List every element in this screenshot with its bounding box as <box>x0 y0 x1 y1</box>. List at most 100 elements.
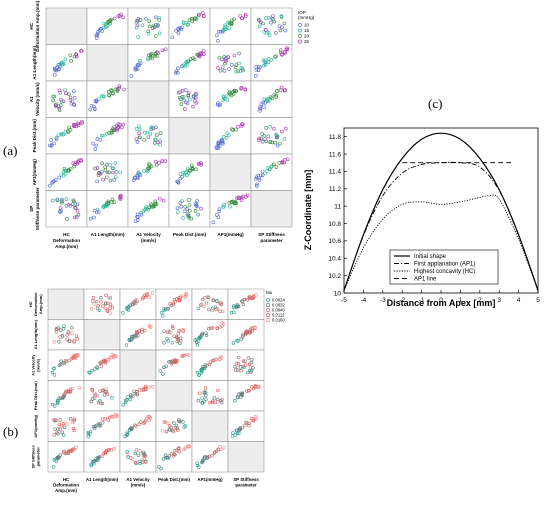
row-label-group: Peak Dist.(mm) <box>32 119 37 153</box>
data-point <box>204 333 209 337</box>
data-point <box>185 212 190 217</box>
data-point <box>139 212 144 217</box>
data-point <box>118 195 123 200</box>
data-point <box>72 417 77 421</box>
data-point <box>61 61 66 66</box>
data-point <box>222 446 226 450</box>
data-point <box>93 166 97 171</box>
data-point <box>171 454 176 458</box>
data-point <box>104 175 109 180</box>
data-point <box>51 98 55 103</box>
legend-entry: 0.0112 <box>272 313 285 318</box>
data-point <box>180 25 184 30</box>
data-point <box>275 143 280 148</box>
data-point <box>254 73 258 78</box>
data-point <box>146 56 151 60</box>
data-point <box>215 299 219 303</box>
data-point <box>197 12 201 17</box>
data-point <box>235 304 239 308</box>
data-point <box>187 198 191 202</box>
legend-entry: 0.0160 <box>272 318 285 323</box>
row-label: Deformation <box>33 292 38 316</box>
data-point <box>49 138 53 142</box>
data-point <box>74 52 79 57</box>
data-point <box>219 447 223 452</box>
data-point <box>239 16 244 20</box>
data-point <box>178 341 182 345</box>
data-point <box>76 123 81 127</box>
data-point <box>167 360 171 364</box>
data-point <box>218 68 223 73</box>
data-point <box>190 165 195 170</box>
data-point <box>164 455 168 460</box>
data-point <box>189 16 194 21</box>
data-point <box>263 137 267 141</box>
data-point <box>205 364 209 368</box>
data-point <box>73 355 77 360</box>
matrix-cell <box>191 380 229 412</box>
data-point <box>242 297 247 302</box>
data-point <box>53 418 57 423</box>
data-point <box>267 33 272 38</box>
row-label: Stiffness parameter <box>35 187 40 230</box>
data-point <box>192 57 197 62</box>
data-point <box>95 32 100 36</box>
data-point <box>203 386 208 390</box>
data-point <box>240 335 245 339</box>
data-point <box>59 103 63 108</box>
data-point <box>150 291 155 295</box>
data-point <box>171 326 175 330</box>
data-point <box>161 314 165 318</box>
data-point <box>120 125 124 130</box>
data-point <box>164 429 169 434</box>
data-point <box>230 127 234 131</box>
data-point <box>178 176 183 181</box>
data-point <box>50 198 55 203</box>
data-point <box>132 301 136 305</box>
data-point <box>218 309 222 314</box>
data-point <box>112 16 117 21</box>
matrix-cell <box>45 190 88 228</box>
x-tick-label: 1 <box>459 297 463 304</box>
data-point <box>96 458 100 462</box>
matrix-cell <box>191 410 229 442</box>
data-point <box>257 138 261 142</box>
data-point <box>223 61 227 66</box>
legend-entry: Initial shape <box>414 254 447 260</box>
data-point <box>232 88 237 93</box>
x-tick-label: 5 <box>536 297 540 304</box>
data-point <box>177 298 181 302</box>
x-tick-label: -3 <box>380 297 386 304</box>
data-point <box>93 424 97 429</box>
x-tick-label: -5 <box>341 297 347 304</box>
data-point <box>228 204 232 209</box>
legend-marker <box>266 318 270 322</box>
data-point <box>60 333 65 338</box>
data-point <box>63 88 67 92</box>
data-point <box>100 29 105 33</box>
data-point <box>103 450 107 454</box>
data-point <box>204 331 208 335</box>
data-point <box>113 175 118 179</box>
data-point <box>94 36 99 40</box>
data-point <box>148 163 152 167</box>
data-point <box>227 201 232 205</box>
data-point <box>180 199 184 203</box>
row-label: A1 Length(mm) <box>33 319 38 349</box>
data-point <box>48 143 52 148</box>
y-tick-label: 11 <box>334 203 341 210</box>
series-highest-concavity-hc <box>343 194 539 291</box>
data-point <box>109 89 114 93</box>
data-point <box>65 337 69 341</box>
data-point <box>108 163 112 167</box>
data-point <box>106 448 111 452</box>
data-point <box>202 304 206 309</box>
data-point <box>135 18 139 23</box>
data-point <box>220 321 224 325</box>
data-point <box>280 159 285 164</box>
data-point <box>232 305 236 310</box>
data-point <box>130 426 134 430</box>
data-point <box>117 84 122 88</box>
data-point <box>260 132 265 136</box>
data-point <box>121 403 125 407</box>
